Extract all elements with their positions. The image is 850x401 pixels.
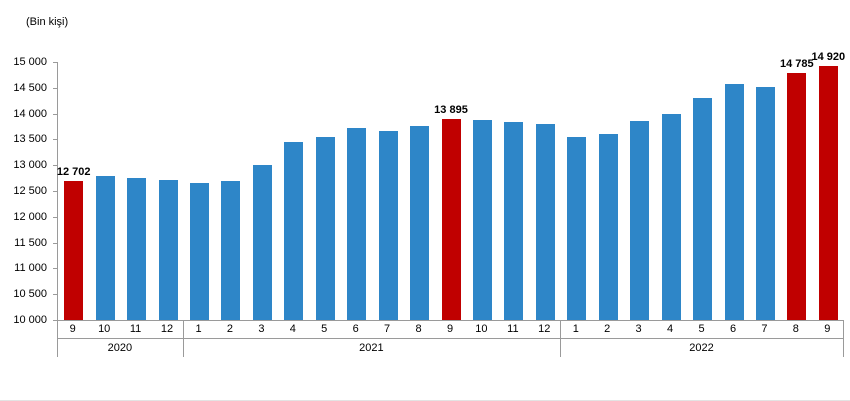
y-tick-label: 14 500	[13, 81, 47, 94]
bar	[724, 83, 744, 320]
x-tick-month-label: 8	[415, 323, 422, 335]
bar-highlight	[64, 180, 84, 320]
year-group-divider	[560, 320, 561, 357]
bar	[535, 124, 555, 320]
bar-value-label: 14 920	[811, 51, 846, 64]
x-tick-month-label: 12	[160, 323, 174, 335]
y-tick-mark	[53, 242, 57, 244]
y-tick-label: 11 500	[14, 236, 47, 249]
bar	[755, 87, 775, 320]
x-tick-month-label: 2	[604, 323, 611, 335]
y-tick-label: 14 000	[13, 107, 47, 120]
bar-highlight	[441, 119, 461, 320]
x-tick-month-label: 2	[226, 323, 233, 335]
bar	[315, 137, 335, 320]
year-group-divider	[843, 320, 844, 357]
y-tick-label: 15 000	[13, 56, 47, 68]
y-tick-mark	[53, 320, 57, 321]
bar	[472, 120, 492, 320]
x-tick-year-label: 2020	[107, 342, 133, 354]
y-tick-label: 12 000	[13, 210, 47, 223]
x-tick-month-label: 9	[824, 323, 831, 335]
y-tick-mark	[53, 87, 57, 89]
y-tick-label: 10 500	[13, 288, 47, 301]
y-tick-mark	[53, 165, 57, 167]
bar	[127, 177, 147, 320]
bar	[661, 114, 681, 320]
x-tick-year-label: 2021	[359, 342, 384, 354]
y-axis-unit-label: (Bin kişi)	[26, 16, 69, 28]
bar	[221, 181, 241, 320]
x-tick-month-label: 11	[129, 323, 142, 335]
y-tick-mark	[53, 294, 57, 296]
bar	[378, 131, 398, 320]
x-tick-year-label: 2022	[689, 342, 714, 354]
bar	[190, 183, 209, 320]
bar	[284, 142, 304, 320]
bar-highlight	[818, 66, 838, 320]
bar	[598, 133, 618, 320]
y-tick-mark	[53, 216, 57, 218]
y-tick-label: 11 000	[14, 262, 47, 275]
x-tick-month-label: 5	[321, 323, 328, 335]
bar	[95, 175, 115, 320]
x-tick-month-label: 1	[572, 323, 579, 335]
x-tick-month-label: 7	[384, 323, 391, 335]
bar	[410, 126, 430, 320]
year-group-divider	[182, 320, 184, 357]
x-tick-month-label: 4	[667, 323, 674, 335]
bar-highlight	[787, 73, 807, 320]
y-tick-mark	[53, 191, 57, 192]
x-tick-month-label: 11	[507, 323, 519, 335]
x-axis-year-row: 2020 2021 2022	[57, 339, 843, 356]
y-tick-label: 10 000	[13, 314, 47, 326]
bar	[158, 180, 178, 320]
y-tick-mark	[53, 113, 57, 115]
y-tick-mark	[53, 62, 57, 63]
x-axis-month-row: 9 10 11 12 1 2 3 4 5 6 7 8 9 10 11 12 1 2 3 4 5 6 7 8 9	[57, 321, 843, 338]
x-tick-month-label: 12	[538, 323, 551, 335]
y-tick-label: 13 500	[13, 133, 47, 146]
y-tick-mark	[53, 268, 57, 270]
x-tick-month-label: 5	[698, 323, 705, 335]
bar	[504, 121, 524, 320]
bar	[693, 98, 712, 320]
x-tick-month-label: 3	[635, 323, 642, 335]
x-tick-month-label: 7	[761, 323, 768, 335]
bar-value-label: 12 702	[56, 165, 91, 178]
x-tick-month-label: 1	[195, 323, 202, 335]
x-tick-month-label: 10	[475, 323, 488, 335]
y-axis: 15 000 14 500 14 000 13 500 13 000 12 500 12 0…	[0, 56, 57, 326]
bar	[630, 120, 650, 320]
x-tick-month-label: 4	[289, 323, 296, 335]
bar	[252, 165, 272, 320]
y-tick-mark	[53, 139, 57, 141]
x-axis-separator-line	[57, 338, 843, 339]
x-tick-month-label: 6	[352, 323, 359, 335]
y-tick-label: 12 500	[13, 185, 47, 197]
y-tick-label: 13 000	[13, 159, 47, 172]
bar-value-label: 14 785	[779, 58, 814, 71]
x-tick-month-label: 10	[98, 323, 111, 335]
year-group-divider	[57, 320, 58, 357]
x-tick-month-label: 9	[69, 323, 76, 335]
x-tick-month-label: 3	[258, 323, 265, 335]
bar	[567, 136, 587, 320]
x-tick-month-label: 9	[446, 323, 454, 335]
x-tick-month-label: 8	[792, 323, 799, 335]
bar	[347, 128, 367, 320]
bar-value-label: 13 895	[434, 104, 468, 116]
plot-area: 12 702 13 895 14 785 14 920	[56, 51, 845, 321]
x-tick-month-label: 6	[729, 323, 737, 335]
